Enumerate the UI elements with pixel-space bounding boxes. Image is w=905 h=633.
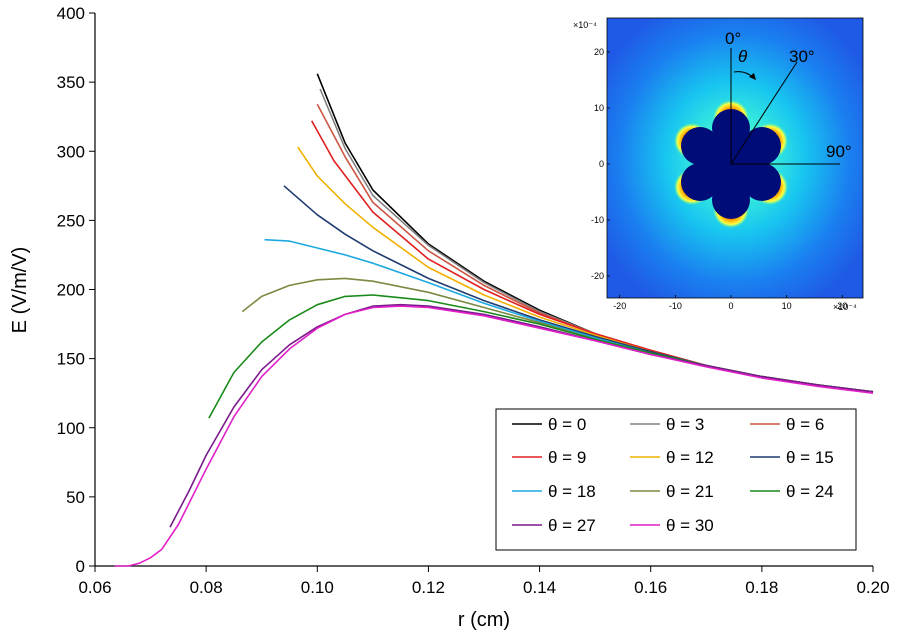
y-axis-label: E (V/m/V) xyxy=(9,247,31,334)
y-tick-label: 300 xyxy=(57,142,85,161)
inset-frame xyxy=(606,17,864,299)
inset-label-30deg: 30° xyxy=(789,47,815,66)
legend-entry: θ = 18 xyxy=(548,482,596,501)
y-tick-label: 400 xyxy=(57,4,85,23)
inset-label-0deg: 0° xyxy=(725,29,741,48)
legend-entry: θ = 27 xyxy=(548,516,596,535)
inset-label-theta: θ xyxy=(738,47,748,66)
inset-x-tick-label: -20 xyxy=(613,301,626,311)
inset-y-tick-label: -20 xyxy=(591,271,604,281)
x-tick-label: 0.16 xyxy=(634,578,667,597)
x-tick-label: 0.08 xyxy=(190,578,223,597)
inset-x-tick-label: -10 xyxy=(669,301,682,311)
legend-entry: θ = 9 xyxy=(548,448,586,467)
legend: θ = 0 θ = 3 θ = 6 θ = 9 θ = 12 θ = 15 θ = 18 θ … xyxy=(495,408,857,551)
series-lines xyxy=(114,73,874,567)
legend-entry: θ = 12 xyxy=(666,448,714,467)
x-tick-label: 0.06 xyxy=(78,578,111,597)
x-tick-label: 0.10 xyxy=(301,578,334,597)
legend-entry: θ = 6 xyxy=(786,415,824,434)
x-tick-label: 0.20 xyxy=(856,578,889,597)
inset-x-tick-label: 10 xyxy=(782,301,792,311)
inset-field-map: 0° θ 30° 90° -20 -10 0 10 20 -20 -10 0 10 20 ×10… xyxy=(573,17,864,312)
inset-x-scale: ×10⁻⁴ xyxy=(833,302,857,312)
inset-x-tick-label: 0 xyxy=(728,301,733,311)
legend-box xyxy=(495,408,857,551)
inset-y-tick-label: 20 xyxy=(594,47,604,57)
legend-entry: θ = 3 xyxy=(666,415,704,434)
y-tick-label: 100 xyxy=(57,419,85,438)
x-ticks: 0.06 0.08 0.10 0.12 0.14 0.16 0.18 0.20 xyxy=(78,566,890,597)
y-ticks: 0 50 100 150 200 250 300 350 400 xyxy=(57,4,95,576)
legend-entry: θ = 21 xyxy=(666,482,714,501)
legend-entry: θ = 15 xyxy=(786,448,834,467)
y-tick-label: 350 xyxy=(57,73,85,92)
y-tick-label: 0 xyxy=(76,557,85,576)
legend-entry: θ = 30 xyxy=(666,516,714,535)
x-tick-label: 0.14 xyxy=(523,578,556,597)
y-tick-label: 250 xyxy=(57,211,85,230)
series-line-theta-9 xyxy=(169,303,874,528)
inset-y-tick-label: 0 xyxy=(599,159,604,169)
y-tick-label: 50 xyxy=(66,488,85,507)
inset-y-scale: ×10⁻⁴ xyxy=(573,20,597,30)
inset-x-tick-label: 20 xyxy=(837,301,847,311)
x-axis-label: r (cm) xyxy=(458,609,510,631)
inset-x-ticks: -20 -10 0 10 20 xyxy=(613,295,847,311)
inset-label-90deg: 90° xyxy=(826,142,852,161)
y-tick-label: 150 xyxy=(57,350,85,369)
inset-y-ticks: -20 -10 0 10 20 xyxy=(591,47,610,281)
inset-angle-lines xyxy=(730,48,840,165)
series-line-theta-10 xyxy=(114,305,874,567)
inset-y-tick-label: -10 xyxy=(591,215,604,225)
x-tick-label: 0.18 xyxy=(745,578,778,597)
legend-entry: θ = 0 xyxy=(548,415,586,434)
legend-entry: θ = 24 xyxy=(786,482,834,501)
y-tick-label: 200 xyxy=(57,281,85,300)
x-tick-label: 0.12 xyxy=(412,578,445,597)
inset-y-tick-label: 10 xyxy=(594,103,604,113)
